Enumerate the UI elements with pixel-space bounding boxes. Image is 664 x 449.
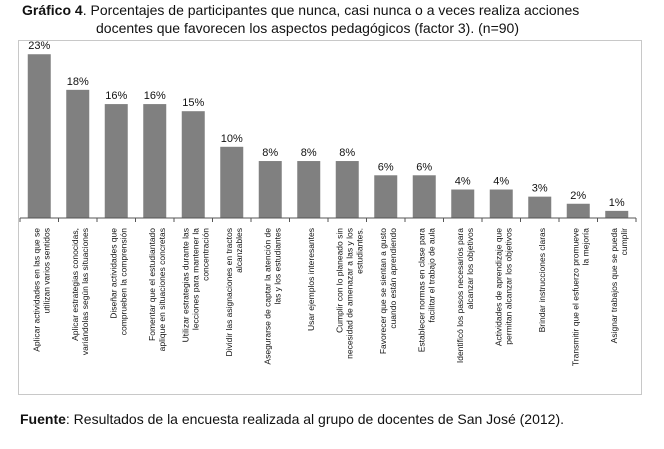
category-label-15: Transmitir que el esfuerzo promueve la me…	[571, 228, 591, 366]
bar-chart: 23% 18% 16% 16% 15% 10% 8% 8% 8% 6% 6% 4% 4% 3% 2% 1% A…	[19, 40, 637, 366]
category-label-9: Cumplir con lo planeado sin necesidad de …	[335, 228, 365, 359]
value-label-6: 10%	[221, 133, 243, 145]
value-label-4: 16%	[144, 90, 166, 102]
category-label-1: Aplicar actividades en las que se utiliza…	[32, 228, 52, 352]
category-label-line: Identificó los pasos necesarios para	[455, 228, 465, 363]
chart-title-label: Gráfico 4	[22, 2, 83, 18]
category-label-11: Establecer normas en clase para facilitar…	[417, 228, 437, 353]
category-label-3: Diseñar actividades que comprueben la com…	[109, 228, 129, 336]
category-label-line: Cumplir con lo planeado sin	[335, 228, 345, 333]
category-label-line: aplique en situaciones concretas	[157, 228, 167, 351]
category-label-line: variándolas según las situaciones	[80, 228, 90, 355]
value-label-1: 23%	[28, 40, 50, 52]
category-label-line: cumplir	[619, 228, 629, 256]
category-label-line: Actividades de aprendizaje que	[494, 228, 504, 346]
category-label-4: Fomentar que el estudiantado aplique en s…	[147, 228, 167, 352]
value-label-8: 8%	[301, 147, 317, 159]
bar-12	[451, 189, 475, 218]
bar-1	[27, 54, 51, 219]
category-label-line: necesidad de amenazar a las y los	[345, 228, 355, 359]
chart-title-line-1: Gráfico 4. Porcentajes de participantes …	[22, 1, 662, 19]
category-label-line: Utilizar estrategias durante las	[181, 228, 191, 342]
source-text: : Resultados de la encuesta realizada al…	[65, 411, 564, 427]
category-label-line: Favorecer que se sientan a gusto	[378, 228, 388, 354]
chart-title-line-2: docentes que favorecen los aspectos peda…	[96, 20, 519, 36]
value-labels-group: 23% 18% 16% 16% 15% 10% 8% 8% 8% 6% 6% 4% 4% 3% 2% 1%	[28, 40, 625, 209]
category-label-line: las y los estudiantes	[273, 228, 283, 305]
category-label-12: Identificó los pasos necesarios para alca…	[455, 228, 475, 363]
bar-7	[258, 161, 282, 218]
value-label-13: 4%	[493, 176, 509, 188]
category-label-13: Actividades de aprendizaje que permitan a…	[494, 228, 514, 346]
category-label-line: concentración	[201, 228, 211, 281]
category-label-line: permitan alcanzar los objetivos	[504, 228, 514, 345]
category-label-line: alcanzables	[234, 228, 244, 273]
source-label: Fuente	[20, 411, 66, 427]
x-axis-ticks-group	[19, 218, 637, 222]
category-label-line: Establecer normas en clase para	[417, 228, 427, 353]
category-label-line: Usar ejemplos interesantes	[306, 228, 316, 331]
value-label-5: 15%	[182, 97, 204, 109]
category-label-line: comprueben la comprensión	[119, 228, 129, 336]
source-note: Fuente: Resultados de la encuesta realiz…	[20, 410, 660, 428]
category-label-line: la mejoría	[581, 228, 591, 266]
value-label-7: 8%	[262, 147, 278, 159]
bar-8	[297, 161, 321, 218]
value-label-16: 1%	[609, 197, 625, 209]
bar-15	[566, 203, 590, 218]
category-label-line: Diseñar actividades que	[109, 228, 119, 319]
category-label-8: Usar ejemplos interesantes	[306, 228, 316, 331]
category-label-line: lecciones para mantener la	[191, 228, 201, 330]
category-label-line: alcanzar los objetivos	[465, 228, 475, 309]
value-label-12: 4%	[455, 176, 471, 188]
chart-title-text: . Porcentajes de participantes que nunca…	[82, 2, 580, 18]
bar-11	[412, 175, 436, 218]
bar-6	[220, 146, 244, 218]
bar-10	[374, 175, 398, 218]
chart-title: Gráfico 4. Porcentajes de participantes …	[22, 1, 662, 37]
category-label-line: cuando están aprendiendo	[388, 228, 398, 329]
category-label-7: Asegurarse de captar la atención de las y…	[263, 228, 283, 365]
category-label-5: Utilizar estrategias durante las leccione…	[181, 228, 211, 343]
bar-9	[335, 161, 359, 218]
value-label-3: 16%	[105, 90, 127, 102]
value-label-9: 8%	[339, 147, 355, 159]
bar-14	[528, 196, 552, 218]
category-label-line: facilitar el trabajo de aula	[427, 228, 437, 323]
category-label-14: Brindar instrucciones claras	[537, 228, 547, 332]
category-label-line: Brindar instrucciones claras	[537, 228, 547, 332]
category-label-16: Asignar trabajos que se pueda cumplir	[609, 228, 629, 344]
bar-4	[143, 104, 167, 218]
category-label-line: Fomentar que el estudiantado	[147, 228, 157, 341]
value-label-11: 6%	[416, 161, 432, 173]
category-label-line: estudiantes.	[355, 228, 365, 274]
value-label-10: 6%	[378, 161, 394, 173]
category-label-line: Dividir las asignaciones en tractos	[224, 228, 234, 357]
category-label-line: Asegurarse de captar la atención de	[263, 228, 273, 365]
bars-group	[27, 54, 629, 219]
category-label-line: Transmitir que el esfuerzo promueve	[571, 228, 581, 366]
category-label-6: Dividir las asignaciones en tractos alcan…	[224, 228, 244, 357]
value-label-15: 2%	[570, 190, 586, 202]
bar-3	[104, 104, 128, 218]
category-label-line: Aplicar actividades en las que se	[32, 228, 42, 352]
bar-5	[181, 111, 205, 218]
value-label-2: 18%	[67, 76, 89, 88]
category-label-line: utilizan varios sentidos	[42, 228, 52, 314]
category-label-2: Aplicar estrategias conocidas, variándola…	[70, 228, 90, 355]
category-labels-group: Aplicar actividades en las que se utiliza…	[32, 228, 630, 366]
bar-13	[489, 189, 513, 218]
category-label-10: Favorecer que se sientan a gusto cuando e…	[378, 228, 398, 354]
category-label-line: Aplicar estrategias conocidas,	[70, 228, 80, 341]
value-label-14: 3%	[532, 183, 548, 195]
bar-2	[66, 89, 90, 218]
category-label-line: Asignar trabajos que se pueda	[609, 228, 619, 344]
bar-16	[605, 210, 629, 218]
